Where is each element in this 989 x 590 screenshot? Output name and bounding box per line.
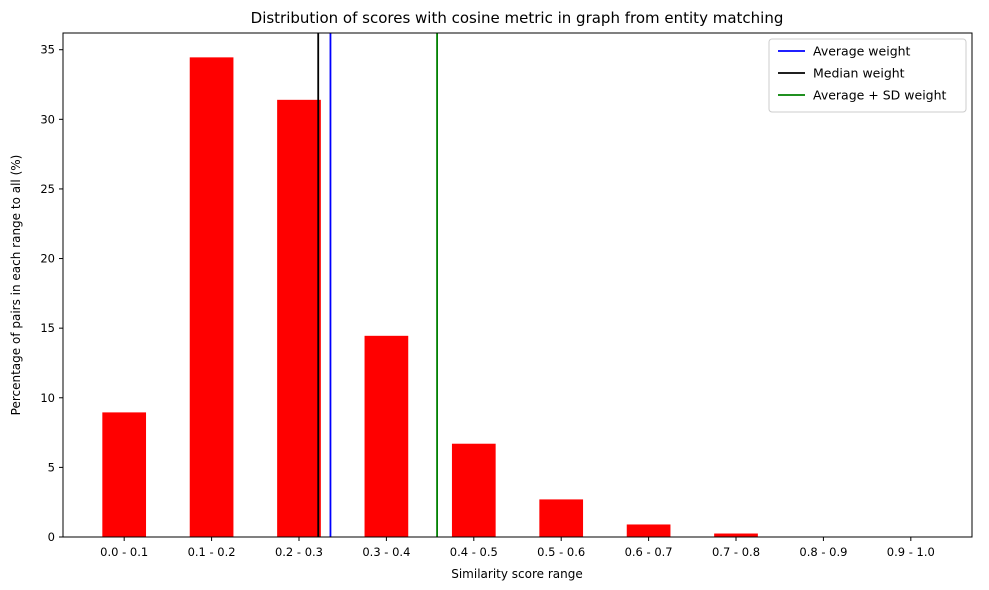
x-tick-label: 0.5 - 0.6 [537,545,585,559]
y-axis-label: Percentage of pairs in each range to all… [9,155,23,416]
x-tick-label: 0.1 - 0.2 [188,545,236,559]
bar-3 [364,335,409,537]
bar-1 [189,57,234,538]
plot-frame [62,32,973,538]
bar-7 [714,533,758,537]
legend-label: Median weight [813,66,905,81]
legend-label: Average + SD weight [813,88,947,103]
x-tick-label: 0.8 - 0.9 [799,545,847,559]
y-tick-label: 25 [40,182,55,196]
legend-box [768,38,967,113]
bar-6 [626,524,671,537]
x-tick-label: 0.2 - 0.3 [275,545,323,559]
bars-group [102,57,758,538]
bar-0 [102,412,147,537]
legend-label: Average weight [813,44,911,59]
y-tick-label: 35 [40,43,55,57]
bar-5 [539,499,584,537]
y-tick-label: 30 [40,112,55,126]
y-tick-label: 20 [40,252,55,266]
reference-lines [317,33,438,537]
x-tick-label: 0.6 - 0.7 [625,545,673,559]
x-axis-ticks: 0.0 - 0.1 0.1 - 0.2 0.2 - 0.3 0.3 - 0.4 0.4 … [100,537,935,559]
x-tick-label: 0.3 - 0.4 [362,545,410,559]
x-tick-label: 0.4 - 0.5 [450,545,498,559]
y-axis-ticks: 0 5 10 15 20 25 30 35 [40,43,63,544]
x-tick-label: 0.7 - 0.8 [712,545,760,559]
y-tick-label: 0 [48,530,55,544]
chart-title: Distribution of scores with cosine metri… [251,9,784,27]
x-tick-label: 0.0 - 0.1 [100,545,148,559]
bar-4 [451,443,496,537]
x-tick-label: 0.9 - 1.0 [887,545,935,559]
bar-2 [277,99,321,537]
y-tick-label: 5 [48,460,55,474]
y-tick-label: 10 [40,391,55,405]
legend: Average weight Median weight Average + SD … [768,38,967,113]
x-axis-label: Similarity score range [451,567,583,581]
y-tick-label: 15 [40,321,55,335]
